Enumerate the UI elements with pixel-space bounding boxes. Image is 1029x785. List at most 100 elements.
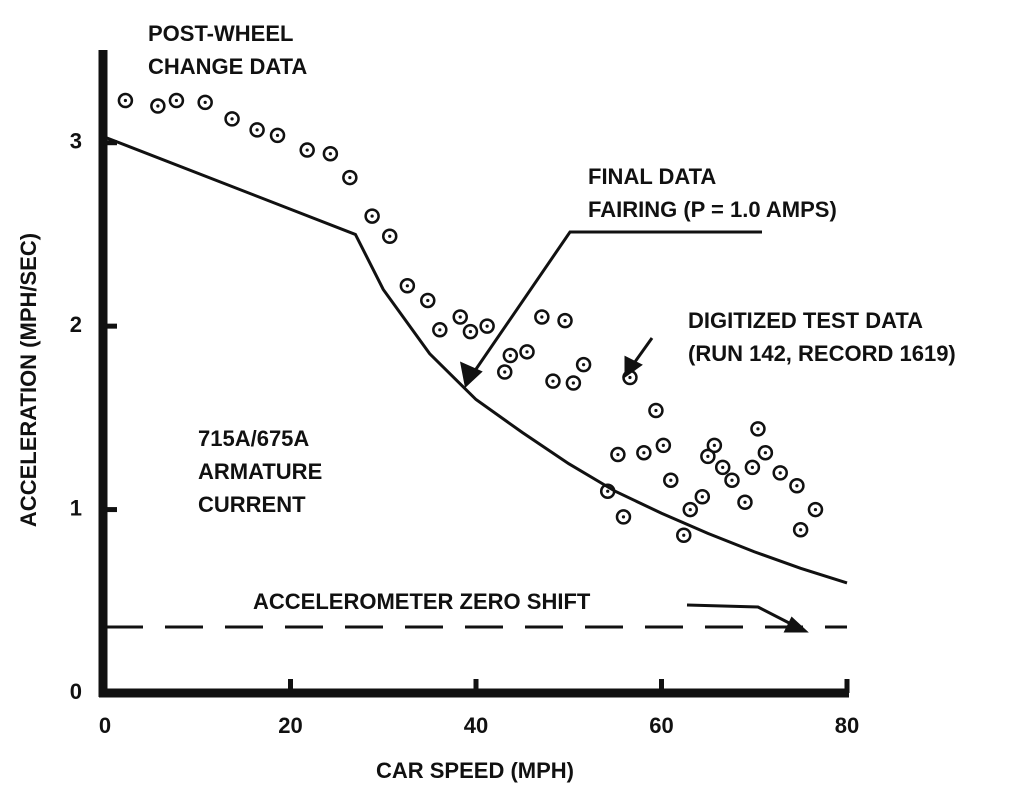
y-axis-label: ACCELERATION (MPH/SEC) — [16, 233, 41, 527]
marker-part — [342, 169, 358, 186]
data-point — [714, 459, 731, 476]
marker-part — [682, 501, 699, 518]
marker-part — [168, 92, 185, 109]
marker-part — [778, 471, 782, 475]
marker-part — [730, 478, 734, 482]
marker-part — [750, 421, 766, 437]
data-point — [269, 127, 286, 144]
marker-part — [275, 133, 280, 137]
marker-part — [224, 111, 240, 127]
marker-part — [150, 98, 166, 114]
x-tick-label: 0 — [99, 713, 111, 738]
data-point — [599, 483, 616, 499]
marker-part — [795, 484, 799, 488]
marker-part — [255, 128, 259, 132]
marker-part — [757, 444, 774, 461]
marker-part — [197, 94, 213, 111]
marker-part — [381, 228, 398, 245]
data-point — [807, 501, 824, 518]
marker-part — [328, 152, 332, 156]
data-point — [724, 472, 740, 488]
data-point — [772, 465, 788, 481]
data-point — [663, 472, 679, 488]
data-point — [420, 292, 436, 309]
data-point — [565, 375, 582, 391]
marker-part — [763, 451, 767, 455]
marker-part — [468, 330, 473, 334]
annotation: FAIRING (P = 1.0 AMPS) — [588, 197, 837, 222]
marker-part — [364, 208, 380, 224]
marker-part — [700, 495, 704, 499]
marker-part — [714, 459, 731, 476]
data-point — [615, 509, 632, 525]
marker-part — [807, 501, 824, 518]
marker-part — [642, 451, 646, 455]
data-point — [744, 459, 761, 476]
annotation: FINAL DATA — [588, 164, 716, 189]
data-point — [381, 228, 398, 245]
data-point — [682, 501, 699, 518]
data-point — [789, 477, 805, 494]
marker-part — [772, 465, 788, 481]
data-point — [706, 437, 723, 454]
data-point — [364, 208, 380, 224]
marker-part — [581, 363, 586, 367]
marker-part — [636, 444, 652, 461]
data-point — [249, 122, 265, 138]
marker-part — [452, 309, 468, 325]
marker-part — [563, 319, 567, 323]
marker-part — [599, 483, 616, 499]
marker-part — [388, 234, 392, 238]
data-point — [575, 356, 592, 373]
marker-part — [706, 454, 710, 458]
data-point — [750, 421, 766, 437]
data-point — [497, 364, 513, 380]
marker-part — [230, 117, 234, 121]
marker-part — [156, 104, 160, 108]
x-tick-label: 80 — [835, 713, 859, 738]
marker-part — [744, 459, 761, 476]
marker-part — [525, 350, 529, 354]
marker-part — [426, 298, 430, 303]
annotation: POST-WHEEL — [148, 21, 293, 46]
marker-part — [756, 427, 760, 431]
marker-part — [616, 452, 620, 457]
data-point — [636, 444, 652, 461]
marker-part — [606, 489, 610, 493]
marker-part — [174, 98, 179, 103]
fairing-arrow — [470, 230, 762, 376]
marker-part — [565, 375, 582, 391]
marker-part — [322, 145, 339, 162]
marker-part — [519, 344, 535, 360]
marker-part — [621, 515, 626, 519]
marker-part — [789, 477, 805, 494]
marker-part — [654, 408, 658, 413]
data-point — [519, 344, 535, 360]
data-point — [224, 111, 240, 127]
x-axis-label: CAR SPEED (MPH) — [376, 758, 574, 783]
annotation: ACCELEROMETER ZERO SHIFT — [253, 589, 591, 614]
marker-part — [750, 465, 754, 469]
marker-part — [737, 494, 753, 510]
marker-part — [661, 443, 665, 447]
marker-part — [682, 533, 686, 537]
data-point — [117, 92, 134, 109]
data-point — [322, 145, 339, 162]
marker-part — [269, 127, 286, 144]
marker-part — [813, 507, 818, 512]
annotation: ARMATURE — [198, 459, 322, 484]
data-point — [534, 309, 550, 325]
data-point — [655, 437, 672, 454]
marker-part — [648, 402, 664, 419]
data-point — [792, 521, 809, 538]
marker-part — [724, 472, 740, 488]
marker-part — [663, 472, 679, 488]
marker-part — [688, 507, 692, 512]
marker-part — [622, 369, 638, 386]
y-tick-label: 0 — [70, 679, 82, 704]
data-point — [479, 318, 495, 334]
marker-part — [348, 175, 352, 180]
marker-part — [575, 356, 592, 373]
data-point — [299, 142, 315, 158]
